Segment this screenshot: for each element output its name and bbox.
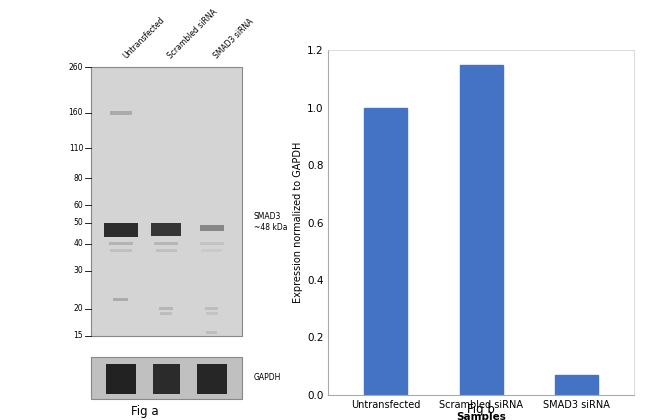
Y-axis label: Expression normalized to GAPDH: Expression normalized to GAPDH <box>292 142 303 303</box>
Bar <box>151 223 181 236</box>
Bar <box>206 331 217 334</box>
Bar <box>154 242 178 245</box>
Bar <box>159 307 173 310</box>
Bar <box>111 111 131 116</box>
Bar <box>205 312 218 315</box>
Bar <box>111 249 131 252</box>
Bar <box>200 242 224 245</box>
Bar <box>161 312 172 315</box>
Text: 15: 15 <box>73 331 83 341</box>
Bar <box>196 364 227 394</box>
Bar <box>113 299 129 302</box>
Text: 260: 260 <box>69 63 83 72</box>
Bar <box>91 357 242 399</box>
Bar <box>104 223 138 237</box>
Text: Fig a: Fig a <box>131 405 159 418</box>
Bar <box>200 225 224 231</box>
Bar <box>106 364 136 394</box>
Text: 40: 40 <box>73 239 83 248</box>
Text: 30: 30 <box>73 266 83 275</box>
Bar <box>555 375 599 395</box>
Bar <box>153 364 180 394</box>
Bar <box>109 242 133 245</box>
Bar <box>201 249 222 252</box>
Text: SMAD3 siRNA: SMAD3 siRNA <box>212 18 255 61</box>
Text: 60: 60 <box>73 201 83 210</box>
Text: 20: 20 <box>73 304 83 313</box>
Bar <box>91 67 242 336</box>
Text: Scrambled siRNA: Scrambled siRNA <box>166 8 219 61</box>
Text: 110: 110 <box>69 144 83 153</box>
Text: SMAD3
~48 kDa: SMAD3 ~48 kDa <box>254 212 287 232</box>
X-axis label: Samples: Samples <box>456 412 506 420</box>
Bar <box>156 249 177 252</box>
Bar <box>205 307 218 310</box>
Text: GAPDH: GAPDH <box>254 373 281 383</box>
Bar <box>460 65 503 395</box>
Text: 160: 160 <box>69 108 83 118</box>
Text: Fig b: Fig b <box>467 403 495 416</box>
Bar <box>364 108 407 395</box>
Text: 50: 50 <box>73 218 83 227</box>
Text: Untransfected: Untransfected <box>121 16 166 61</box>
Text: 80: 80 <box>73 174 83 183</box>
